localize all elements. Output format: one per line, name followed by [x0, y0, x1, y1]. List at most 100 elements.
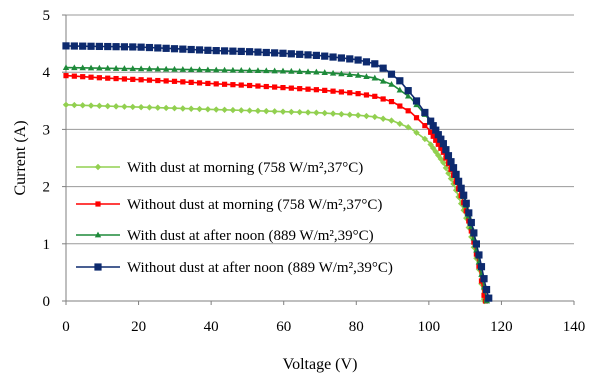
- data-point: [296, 50, 304, 58]
- data-point: [154, 65, 162, 72]
- data-point: [404, 124, 412, 131]
- data-point: [405, 108, 411, 114]
- legend-swatch-marker: [94, 263, 102, 271]
- data-point: [271, 108, 278, 115]
- legend-label: With dust at after noon (889 W/m²,39°C): [127, 228, 374, 244]
- data-point: [145, 43, 154, 52]
- data-point: [477, 263, 486, 271]
- data-point: [96, 75, 102, 81]
- data-point: [96, 64, 103, 71]
- y-axis-title: Current (A): [12, 120, 29, 195]
- legend-label: With dust at morning (758 W/m²,37°C): [127, 160, 363, 176]
- data-point: [71, 101, 78, 109]
- data-point: [196, 105, 203, 113]
- x-axis-title: Voltage (V): [283, 356, 358, 373]
- data-point: [388, 117, 395, 124]
- data-point: [313, 87, 319, 93]
- data-point: [440, 159, 447, 166]
- data-point: [187, 66, 195, 72]
- data-point: [137, 43, 145, 51]
- data-point: [329, 69, 337, 76]
- data-point: [482, 285, 491, 294]
- data-point: [263, 107, 270, 115]
- data-point: [304, 68, 312, 75]
- data-point: [313, 109, 320, 116]
- data-point: [112, 103, 120, 110]
- data-point: [188, 79, 194, 85]
- data-point: [296, 108, 303, 116]
- data-point: [87, 64, 95, 71]
- data-point: [171, 105, 178, 112]
- data-point: [421, 135, 429, 143]
- data-point: [475, 251, 483, 259]
- data-point: [95, 42, 103, 51]
- data-point: [179, 105, 187, 112]
- data-point: [104, 42, 112, 51]
- data-point: [254, 67, 262, 74]
- data-point: [432, 126, 440, 134]
- data-point: [263, 67, 270, 74]
- data-point: [363, 112, 370, 120]
- data-point: [246, 107, 253, 114]
- data-point: [204, 66, 212, 73]
- x-tick-label: 60: [276, 319, 291, 335]
- data-point: [321, 109, 328, 117]
- data-point: [263, 83, 269, 90]
- data-point: [146, 77, 153, 83]
- data-point: [346, 55, 354, 63]
- data-point: [195, 46, 204, 54]
- data-point: [62, 64, 70, 71]
- data-point: [346, 71, 353, 77]
- data-point: [96, 102, 103, 110]
- y-tick-label: 1: [43, 237, 51, 253]
- data-point: [462, 199, 470, 207]
- data-point: [79, 42, 87, 50]
- data-point: [387, 70, 396, 78]
- data-point: [213, 66, 220, 73]
- data-point: [179, 66, 187, 72]
- data-point: [262, 48, 270, 57]
- data-point: [213, 106, 220, 113]
- data-point: [112, 43, 120, 51]
- data-point: [121, 65, 128, 71]
- legend-label: Without dust at morning (758 W/m²,37°C): [127, 197, 382, 213]
- data-point: [428, 129, 434, 135]
- data-point: [71, 73, 77, 79]
- data-point: [129, 65, 136, 72]
- series-layer: [62, 42, 493, 305]
- data-point: [288, 85, 294, 91]
- data-point: [362, 58, 371, 66]
- data-point: [413, 129, 420, 136]
- data-point: [154, 104, 162, 111]
- data-point: [271, 67, 278, 74]
- data-point: [355, 91, 361, 97]
- data-point: [412, 97, 421, 105]
- data-point: [338, 110, 345, 118]
- data-point: [388, 80, 395, 87]
- data-point: [63, 73, 69, 79]
- data-point: [154, 44, 162, 52]
- data-point: [470, 229, 478, 237]
- data-point: [321, 52, 329, 60]
- data-point: [220, 47, 229, 55]
- data-point: [180, 79, 186, 85]
- data-point: [187, 45, 195, 54]
- data-point: [447, 158, 455, 166]
- x-tick-label: 20: [131, 319, 146, 335]
- data-point: [338, 70, 345, 77]
- data-point: [121, 103, 128, 110]
- data-point: [379, 64, 387, 72]
- data-point: [104, 102, 111, 110]
- x-tick-label: 40: [204, 319, 219, 335]
- data-point: [113, 75, 119, 82]
- data-point: [347, 90, 353, 96]
- data-point: [212, 47, 220, 55]
- x-tick-label: 140: [563, 319, 586, 335]
- data-point: [313, 68, 320, 75]
- data-point: [434, 131, 442, 139]
- data-point: [171, 78, 178, 84]
- data-point: [229, 47, 237, 55]
- data-point: [330, 88, 336, 94]
- data-point: [321, 69, 328, 75]
